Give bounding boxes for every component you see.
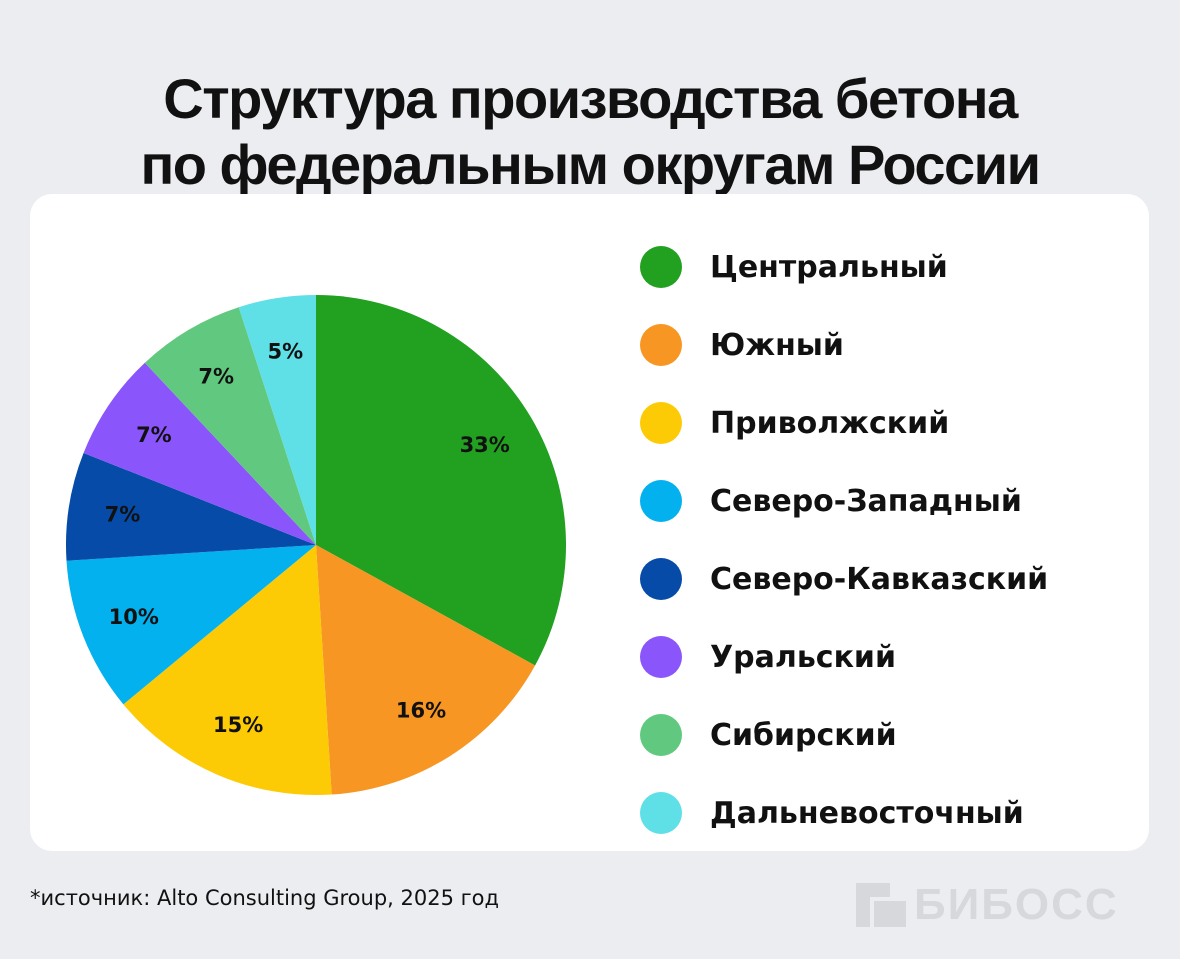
legend-swatch	[640, 558, 682, 600]
pie-slice	[66, 545, 316, 705]
legend-label: Южный	[710, 327, 844, 363]
slice-value-label: 15%	[213, 713, 263, 737]
source-note: *источник: Alto Consulting Group, 2025 г…	[30, 886, 500, 910]
legend-item: Центральный	[640, 228, 1048, 306]
legend-swatch	[640, 480, 682, 522]
slice-value-label: 10%	[109, 605, 159, 629]
legend-item: Сибирский	[640, 696, 1048, 774]
legend-label: Уральский	[710, 639, 896, 675]
biboss-logo-icon	[856, 883, 906, 927]
brand-watermark: БИБОСС	[856, 880, 1119, 930]
legend-item: Северо-Кавказский	[640, 540, 1048, 618]
legend-item: Уральский	[640, 618, 1048, 696]
slice-value-label: 16%	[396, 698, 446, 722]
legend-swatch	[640, 636, 682, 678]
legend-label: Дальневосточный	[710, 795, 1024, 831]
pie-slice	[316, 545, 536, 795]
pie-slice	[83, 362, 316, 545]
pie-slice	[238, 295, 316, 545]
legend: Центральный Южный Приволжский Северо-Западн…	[640, 228, 1048, 852]
legend-swatch	[640, 402, 682, 444]
pie-slice	[316, 295, 566, 666]
pie-chart: 33% 16% 15% 10% 7% 7% 7% 5%	[66, 295, 566, 795]
slice-value-label: 7%	[136, 423, 172, 447]
slice-value-label: 7%	[105, 502, 141, 526]
legend-swatch	[640, 324, 682, 366]
legend-swatch	[640, 714, 682, 756]
legend-label: Сибирский	[710, 717, 897, 753]
chart-title-line-2: по федеральным округам России	[140, 132, 1041, 196]
pie-slice	[144, 307, 316, 545]
pie-slice	[123, 545, 332, 795]
legend-label: Приволжский	[710, 405, 950, 441]
chart-card: 33% 16% 15% 10% 7% 7% 7% 5% Центральный Южный При…	[30, 194, 1149, 851]
legend-item: Северо-Западный	[640, 462, 1048, 540]
legend-label: Центральный	[710, 249, 948, 285]
slice-value-label: 33%	[460, 433, 510, 457]
chart-title: Структура производства бетона по федерал…	[0, 66, 1180, 198]
brand-name: БИБОСС	[914, 880, 1119, 929]
legend-item: Приволжский	[640, 384, 1048, 462]
slice-value-label: 7%	[198, 364, 234, 388]
legend-item: Южный	[640, 306, 1048, 384]
legend-swatch	[640, 246, 682, 288]
legend-label: Северо-Западный	[710, 483, 1022, 519]
legend-swatch	[640, 792, 682, 834]
legend-item: Дальневосточный	[640, 774, 1048, 852]
pie-slice	[66, 452, 316, 561]
legend-label: Северо-Кавказский	[710, 561, 1049, 597]
slice-value-label: 5%	[268, 339, 304, 363]
chart-title-line-1: Структура производства бетона	[163, 66, 1018, 130]
